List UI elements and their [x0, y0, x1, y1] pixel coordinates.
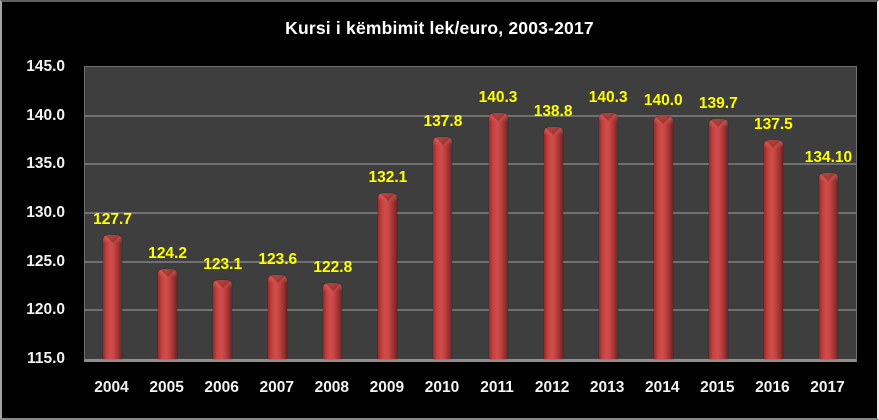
bar-2017[interactable] — [818, 173, 838, 359]
gridline — [85, 309, 856, 312]
bar-2009[interactable] — [378, 192, 398, 359]
x-tick-label-2016: 2016 — [755, 379, 790, 396]
bar-value-label: 132.1 — [368, 168, 408, 186]
bar-2011[interactable] — [488, 112, 508, 359]
x-tick-label-2005: 2005 — [149, 379, 184, 396]
bar-value-label: 137.8 — [423, 113, 463, 131]
plot-area: 127.7 124.2 123.1 123.6 122.8 132.1 137.8 140.3… — [84, 66, 857, 362]
y-tick-label: 125.0 — [26, 252, 65, 270]
x-tick-label-2011: 2011 — [480, 379, 514, 396]
bar-value-label: 138.8 — [533, 103, 573, 121]
bar-value-label: 140.3 — [588, 88, 628, 106]
bar-value-label: 134.10 — [804, 149, 853, 167]
bar-2010[interactable] — [433, 137, 453, 359]
bar-value-label: 122.8 — [313, 259, 353, 277]
bar-value-label: 123.1 — [203, 256, 243, 274]
x-tick-label-2008: 2008 — [314, 379, 350, 396]
x-tick-label-2007: 2007 — [259, 379, 294, 396]
x-tick-label-2013: 2013 — [589, 379, 625, 396]
bar-value-label: 123.6 — [258, 251, 298, 269]
bar-2013[interactable] — [598, 112, 618, 359]
bar-value-label: 124.2 — [148, 245, 187, 263]
y-tick-label: 120.0 — [26, 301, 65, 319]
bar-value-label: 140.0 — [643, 91, 683, 109]
gridline — [85, 114, 856, 117]
gridline — [85, 212, 856, 214]
chart-title: Kursi i këmbimit lek/euro, 2003-2017 — [285, 18, 594, 38]
y-tick-label: 140.0 — [26, 106, 65, 124]
bar-value-label: 140.3 — [478, 88, 518, 106]
x-tick-label-2009: 2009 — [369, 379, 405, 396]
gridline — [85, 260, 856, 263]
x-tick-label-2014: 2014 — [645, 379, 680, 396]
bar-2007[interactable] — [268, 275, 288, 359]
bar-2005[interactable] — [158, 269, 178, 359]
bar-2006[interactable] — [213, 280, 233, 359]
y-tick-label: 115.0 — [27, 350, 65, 367]
bar-value-label: 127.7 — [93, 211, 132, 229]
x-tick-label-2010: 2010 — [424, 379, 460, 396]
bar-2008[interactable] — [323, 283, 343, 359]
x-tick-label-2017: 2017 — [810, 379, 845, 396]
bar-2015[interactable] — [708, 118, 728, 359]
y-tick-label: 130.0 — [26, 204, 65, 221]
bar-value-label: 139.7 — [698, 94, 738, 112]
x-tick-label-2012: 2012 — [534, 379, 570, 396]
bar-2014[interactable] — [653, 115, 673, 359]
bar-2016[interactable] — [763, 140, 783, 359]
x-tick-label-2004: 2004 — [94, 379, 129, 396]
bar-value-label: 137.5 — [753, 116, 793, 133]
x-tick-label-2015: 2015 — [700, 379, 735, 396]
bar-2004[interactable] — [103, 235, 123, 359]
gridline — [85, 163, 856, 166]
y-tick-label: 145.0 — [26, 58, 65, 75]
x-tick-label-2006: 2006 — [204, 379, 239, 396]
y-tick-label: 135.0 — [26, 155, 65, 173]
bar-2012[interactable] — [543, 127, 563, 359]
